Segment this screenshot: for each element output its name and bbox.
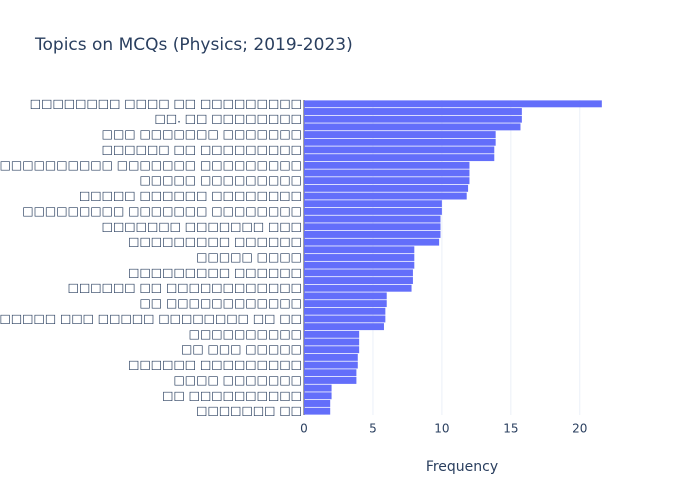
- x-tick-label: 0: [300, 422, 308, 436]
- bar: [304, 115, 522, 123]
- y-tick-label: □□□□□□ □□ □□□□□□□□□□□□: [68, 281, 302, 295]
- y-tick-label: □□□□□ □□□□□□□□□: [139, 173, 302, 187]
- bar: [304, 161, 470, 169]
- bar: [304, 169, 470, 177]
- bar: [304, 392, 332, 400]
- y-tick-label: □□□□□□□□□ □□□□□□: [128, 265, 302, 279]
- y-tick-label: □□□□□ □□□□□□□ □□ □□□□□□□□□ □□□ □□□□□ □□□…: [0, 311, 302, 325]
- y-tick-label: □□□□□□□ □□□□□□□ □□□: [102, 219, 302, 233]
- bar: [304, 177, 470, 185]
- y-tick-label: □□ □□□□□□□□□□: [162, 388, 302, 402]
- y-tick-label: □□□□□□□□ □□□□ □□ □□□□□□□□□: [30, 96, 302, 110]
- bar: [304, 223, 441, 231]
- bar: [304, 215, 441, 223]
- bar: [304, 307, 386, 315]
- bar: [304, 146, 495, 154]
- bar: [304, 207, 442, 215]
- bar: [304, 315, 386, 323]
- bar: [304, 400, 331, 407]
- bar: [304, 361, 358, 369]
- bar: [304, 131, 496, 139]
- y-tick-label: □□□□□□ □□□□□□□□□: [128, 358, 302, 372]
- bar: [304, 292, 387, 300]
- bar: [304, 154, 495, 162]
- chart-title: Topics on MCQs (Physics; 2019-2023): [34, 35, 353, 55]
- bar: [304, 261, 415, 269]
- y-tick-label: □□□□□ □□□□□□ □□□□□□□□: [79, 189, 302, 203]
- bar: [304, 184, 469, 192]
- bar: [304, 254, 415, 261]
- x-tick-label: 20: [572, 422, 587, 436]
- y-tick-label: □□□□ □□□□□□□: [173, 373, 302, 387]
- bar: [304, 407, 331, 415]
- bar: [304, 192, 467, 200]
- y-tick-label: □□□□□□□□□ □□□□□□□ □□□□□□□□: [22, 204, 302, 218]
- bar: [304, 230, 441, 238]
- bar: [304, 200, 442, 208]
- y-tick-label: □□□□□□□□□□ □□□□□□□ □□□□□□□□□: [0, 158, 302, 172]
- y-tick-label: □□. □□ □□□□□□□□: [155, 112, 303, 126]
- bar: [304, 369, 357, 377]
- bar: [304, 338, 360, 346]
- bar: [304, 277, 413, 285]
- bar: [304, 246, 415, 254]
- bar: [304, 300, 387, 308]
- y-tick-label: □□ □□□ □□□□□: [181, 342, 302, 356]
- bar: [304, 269, 413, 277]
- y-tick-label: □□□□□ □□□□: [196, 250, 302, 264]
- bar: [304, 238, 440, 246]
- x-tick-label: 15: [503, 422, 518, 436]
- x-tick-label: 5: [369, 422, 377, 436]
- y-tick-label: □□□□□□□□□ □□□□□□: [128, 235, 302, 249]
- y-tick-label: □□□ □□□□□□□ □□□□□□□: [102, 127, 302, 141]
- bar: [304, 330, 360, 338]
- bar: [304, 376, 357, 384]
- bar: [304, 384, 332, 392]
- y-tick-label: □□□□□□ □□ □□□□□□□□□: [102, 142, 302, 156]
- bar: [304, 353, 358, 361]
- y-tick-label: □□ □□□□□□□□□□□□: [139, 296, 302, 310]
- y-tick-label: □□□□□□□□□□: [189, 327, 302, 341]
- y-tick-label: □□□□□□□ □□: [196, 404, 302, 418]
- bar: [304, 100, 602, 108]
- x-tick-label: 10: [434, 422, 449, 436]
- bar: [304, 346, 360, 354]
- x-axis-title: Frequency: [426, 459, 498, 475]
- bar: [304, 323, 384, 331]
- bar: [304, 138, 496, 146]
- bar: [304, 284, 412, 292]
- bar: [304, 123, 521, 131]
- bar: [304, 108, 522, 115]
